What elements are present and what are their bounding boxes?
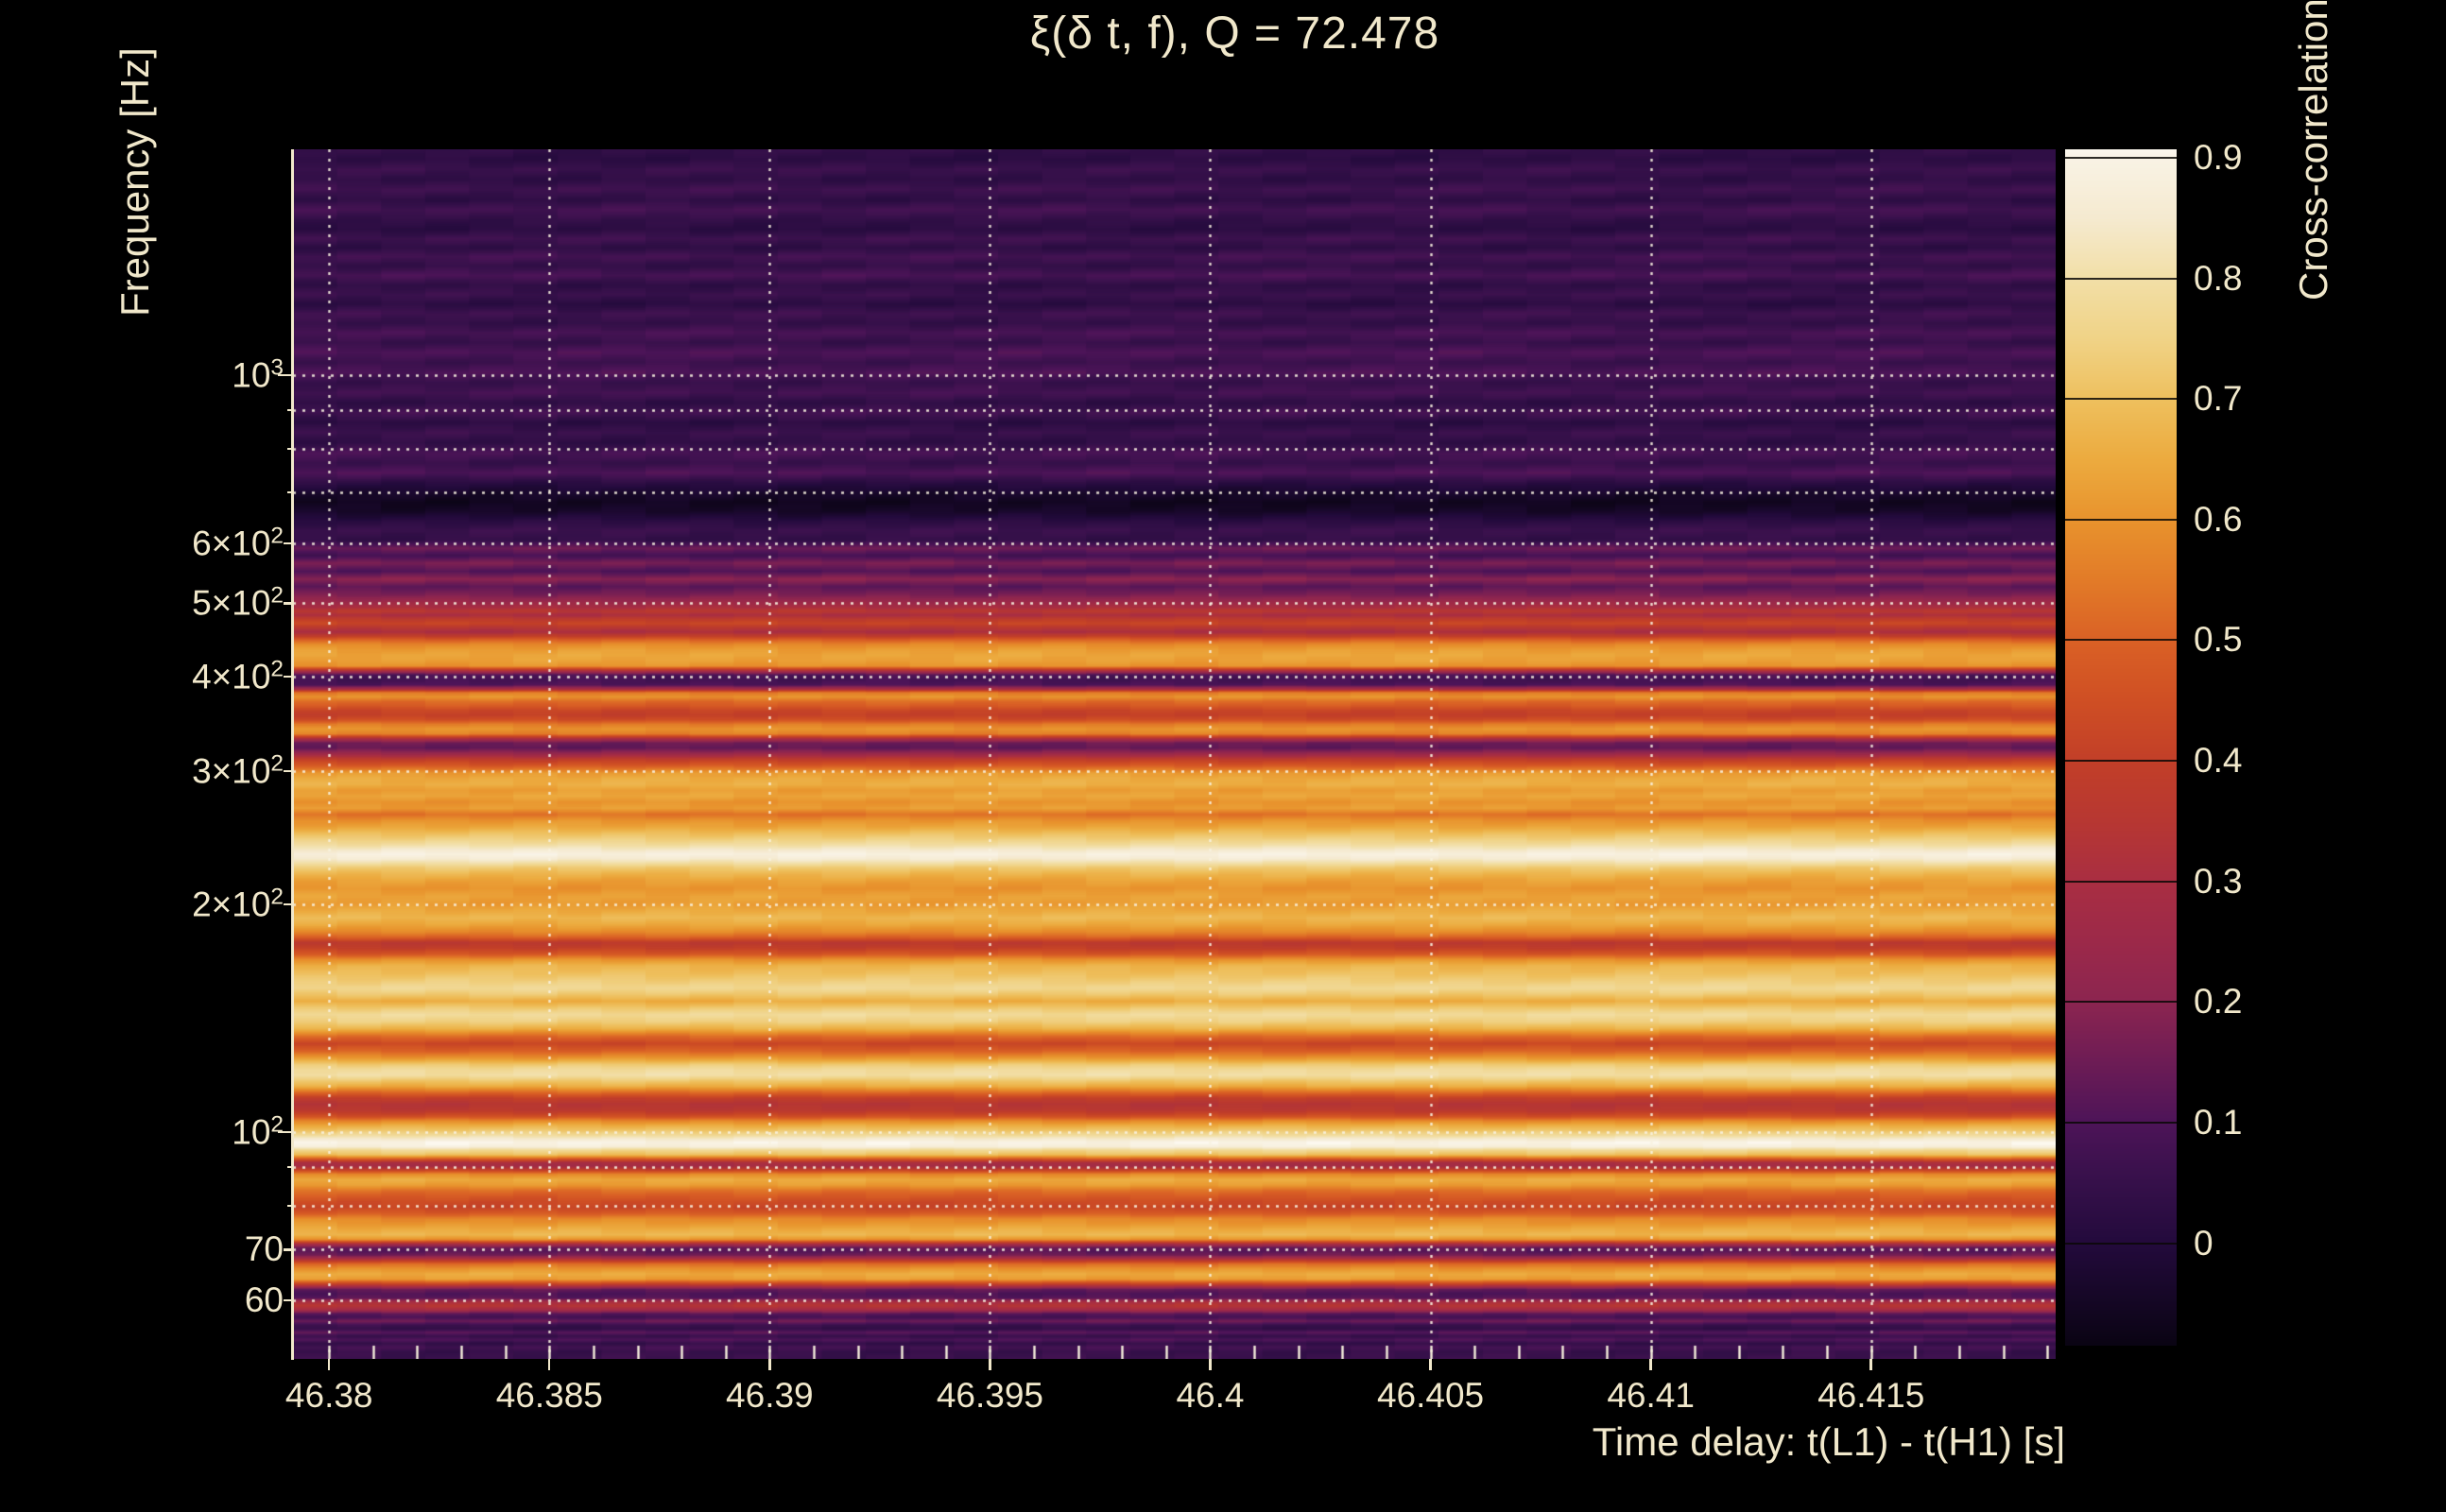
colorbar-tick-label: 0.4: [2194, 741, 2243, 781]
y-minor-tick-mark: [287, 408, 293, 411]
x-tick-label: 46.415: [1817, 1376, 1925, 1415]
y-tick-mark: [284, 769, 293, 773]
colorbar-tick-mark: [2065, 1242, 2177, 1245]
colorbar-tick-label: 0.9: [2194, 137, 2243, 177]
colorbar-tick-mark: [2065, 639, 2177, 642]
y-tick-label: 60: [244, 1280, 284, 1319]
y-minor-tick-mark: [287, 491, 293, 494]
y-axis-spine: [291, 149, 294, 1360]
x-tick-mark: [768, 1359, 771, 1370]
colorbar-tick-mark: [2065, 1001, 2177, 1004]
x-tick-mark: [328, 1359, 331, 1370]
y-tick-mark: [284, 1248, 293, 1251]
x-tick-mark: [1429, 1359, 1432, 1370]
colorbar-tick-mark: [2065, 277, 2177, 280]
x-tick-label: 46.385: [495, 1376, 603, 1415]
y-tick-mark: [284, 602, 293, 605]
x-tick-label: 46.39: [726, 1376, 814, 1415]
colorbar-tick-label: 0: [2194, 1223, 2213, 1263]
colorbar: [2065, 149, 2177, 1346]
y-tick-label: 102: [232, 1111, 284, 1152]
y-minor-tick-mark: [287, 1204, 293, 1207]
x-tick-label: 46.395: [936, 1376, 1044, 1415]
x-tick-mark: [989, 1359, 991, 1370]
colorbar-tick-label: 0.1: [2194, 1102, 2243, 1142]
y-tick-mark: [278, 1131, 293, 1134]
colorbar-tick-label: 0.7: [2194, 379, 2243, 419]
y-tick-label: 103: [232, 354, 284, 395]
colorbar-canvas: [2065, 149, 2177, 1346]
x-tick-mark: [548, 1359, 551, 1370]
colorbar-tick-mark: [2065, 1121, 2177, 1124]
x-tick-label: 46.38: [284, 1376, 373, 1415]
colorbar-tick-label: 0.8: [2194, 258, 2243, 298]
y-tick-mark: [284, 675, 293, 679]
y-tick-label: 5×102: [192, 582, 284, 624]
y-tick-label: 70: [244, 1229, 284, 1269]
colorbar-tick-label: 0.5: [2194, 620, 2243, 660]
y-tick-mark: [278, 374, 293, 377]
x-tick-label: 46.4: [1176, 1376, 1245, 1415]
heatmap-canvas: [293, 149, 2056, 1359]
x-tick-label: 46.405: [1376, 1376, 1485, 1415]
colorbar-tick-label: 0.3: [2194, 861, 2243, 901]
y-tick-label: 3×102: [192, 750, 284, 791]
colorbar-tick-mark: [2065, 398, 2177, 401]
x-tick-mark: [1209, 1359, 1212, 1370]
heatmap-plot: [293, 149, 2056, 1359]
colorbar-tick-label: 0.2: [2194, 982, 2243, 1022]
y-tick-label: 4×102: [192, 656, 284, 696]
chart-title: ξ(δ t, f), Q = 72.478: [1029, 9, 1440, 59]
colorbar-tick-mark: [2065, 518, 2177, 521]
y-tick-mark: [284, 902, 293, 906]
y-tick-label: 2×102: [192, 884, 284, 924]
y-minor-tick-mark: [287, 1165, 293, 1168]
colorbar-tick-mark: [2065, 156, 2177, 159]
colorbar-tick-mark: [2065, 760, 2177, 763]
y-tick-mark: [284, 541, 293, 545]
y-minor-tick-mark: [287, 447, 293, 450]
x-tick-mark: [1869, 1359, 1872, 1370]
x-tick-mark: [1649, 1359, 1652, 1370]
y-tick-label: 6×102: [192, 523, 284, 563]
colorbar-tick-mark: [2065, 880, 2177, 883]
x-axis-label: Time delay: t(L1) - t(H1) [s]: [1592, 1419, 2065, 1464]
x-tick-label: 46.41: [1607, 1376, 1695, 1415]
y-tick-mark: [284, 1298, 293, 1302]
colorbar-tick-label: 0.6: [2194, 499, 2243, 539]
